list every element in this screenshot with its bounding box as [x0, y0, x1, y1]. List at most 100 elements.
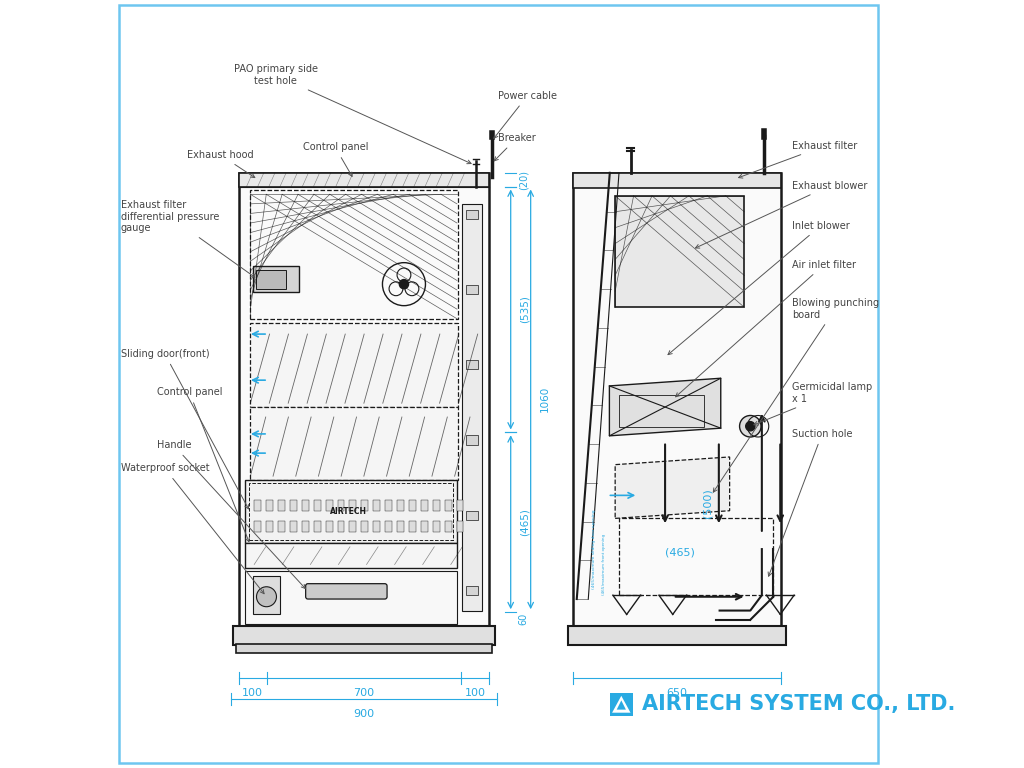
- FancyBboxPatch shape: [615, 196, 744, 307]
- Bar: [397, 521, 403, 532]
- FancyBboxPatch shape: [253, 266, 299, 292]
- Polygon shape: [609, 378, 721, 436]
- FancyBboxPatch shape: [245, 480, 457, 543]
- Text: AIRTECH: AIRTECH: [330, 507, 368, 516]
- Bar: [349, 521, 356, 532]
- Text: Breaker: Breaker: [495, 133, 536, 161]
- FancyBboxPatch shape: [253, 576, 280, 614]
- Text: Exhaust hood: Exhaust hood: [187, 150, 255, 177]
- Bar: [385, 521, 392, 532]
- Text: Air inlet filter: Air inlet filter: [676, 260, 856, 397]
- FancyBboxPatch shape: [572, 173, 781, 626]
- Bar: [373, 521, 380, 532]
- Text: Control panel: Control panel: [302, 142, 368, 177]
- FancyBboxPatch shape: [245, 571, 457, 624]
- Text: AIRTECH SYSTEM CO., LTD.: AIRTECH SYSTEM CO., LTD.: [642, 694, 955, 714]
- Bar: [421, 521, 428, 532]
- FancyBboxPatch shape: [568, 626, 785, 645]
- Text: (500): (500): [702, 488, 713, 518]
- Text: Blowing punching
board: Blowing punching board: [714, 298, 879, 492]
- FancyBboxPatch shape: [236, 644, 493, 653]
- Text: Inlet blower: Inlet blower: [668, 220, 850, 355]
- Bar: [373, 500, 380, 511]
- Text: Sliding door(front): Sliding door(front): [121, 349, 249, 509]
- FancyBboxPatch shape: [466, 210, 477, 219]
- FancyBboxPatch shape: [232, 626, 496, 645]
- Text: (535): (535): [520, 296, 530, 323]
- Text: (465): (465): [520, 508, 530, 536]
- Bar: [444, 521, 452, 532]
- Text: Suction hole: Suction hole: [768, 429, 852, 576]
- Text: 900: 900: [353, 709, 375, 719]
- FancyBboxPatch shape: [256, 270, 287, 289]
- Bar: [433, 521, 439, 532]
- Text: Exhaust blower: Exhaust blower: [695, 180, 867, 248]
- Circle shape: [256, 587, 276, 607]
- Bar: [385, 500, 392, 511]
- FancyBboxPatch shape: [239, 173, 489, 626]
- Text: 700: 700: [353, 688, 375, 698]
- Text: (20): (20): [518, 170, 528, 190]
- FancyBboxPatch shape: [305, 584, 387, 599]
- FancyBboxPatch shape: [466, 360, 477, 369]
- FancyBboxPatch shape: [239, 173, 489, 187]
- Bar: [326, 521, 333, 532]
- FancyBboxPatch shape: [466, 586, 477, 595]
- Polygon shape: [616, 700, 626, 710]
- Polygon shape: [615, 457, 730, 518]
- FancyBboxPatch shape: [609, 693, 633, 716]
- Text: PAO primary side
test hole: PAO primary side test hole: [233, 65, 471, 164]
- FancyBboxPatch shape: [250, 407, 459, 480]
- Text: 100: 100: [243, 688, 263, 698]
- Bar: [302, 521, 308, 532]
- Bar: [278, 521, 285, 532]
- Circle shape: [739, 415, 761, 437]
- Bar: [266, 500, 273, 511]
- FancyBboxPatch shape: [572, 173, 781, 188]
- Bar: [313, 500, 321, 511]
- Bar: [444, 500, 452, 511]
- Bar: [457, 500, 464, 511]
- Bar: [278, 500, 285, 511]
- Bar: [433, 500, 439, 511]
- Bar: [313, 521, 321, 532]
- FancyBboxPatch shape: [466, 511, 477, 520]
- Bar: [361, 500, 369, 511]
- Text: 1060: 1060: [540, 386, 550, 412]
- Text: Exhaust filter: Exhaust filter: [738, 141, 857, 178]
- Bar: [457, 521, 464, 532]
- Text: (465)maximum front opening: (465)maximum front opening: [602, 534, 606, 595]
- FancyBboxPatch shape: [466, 285, 477, 294]
- FancyBboxPatch shape: [250, 323, 459, 407]
- Circle shape: [399, 280, 409, 289]
- Bar: [397, 500, 403, 511]
- Bar: [421, 500, 428, 511]
- Text: 100: 100: [465, 688, 485, 698]
- Text: Germicidal lamp
x 1: Germicidal lamp x 1: [754, 382, 872, 425]
- FancyBboxPatch shape: [245, 543, 457, 568]
- Text: Exhaust filter
differential pressure
gauge: Exhaust filter differential pressure gau…: [121, 200, 255, 277]
- Polygon shape: [612, 696, 631, 713]
- Text: Control panel: Control panel: [157, 387, 249, 541]
- Text: Waterproof socket: Waterproof socket: [121, 463, 264, 594]
- Text: Power cable: Power cable: [494, 91, 557, 138]
- Bar: [338, 500, 344, 511]
- Text: 60: 60: [518, 613, 528, 625]
- FancyBboxPatch shape: [462, 204, 481, 611]
- Bar: [409, 500, 416, 511]
- Bar: [290, 500, 297, 511]
- Text: (465): (465): [665, 548, 695, 558]
- Bar: [349, 500, 356, 511]
- Bar: [266, 521, 273, 532]
- Bar: [326, 500, 333, 511]
- Text: (465)maximum sliding door opening: (465)maximum sliding door opening: [592, 509, 596, 589]
- Text: Handle: Handle: [157, 440, 305, 588]
- Bar: [361, 521, 369, 532]
- Circle shape: [745, 422, 755, 431]
- Text: 650: 650: [667, 688, 687, 698]
- Bar: [254, 500, 261, 511]
- Bar: [254, 521, 261, 532]
- Bar: [409, 521, 416, 532]
- FancyBboxPatch shape: [466, 435, 477, 445]
- Bar: [302, 500, 308, 511]
